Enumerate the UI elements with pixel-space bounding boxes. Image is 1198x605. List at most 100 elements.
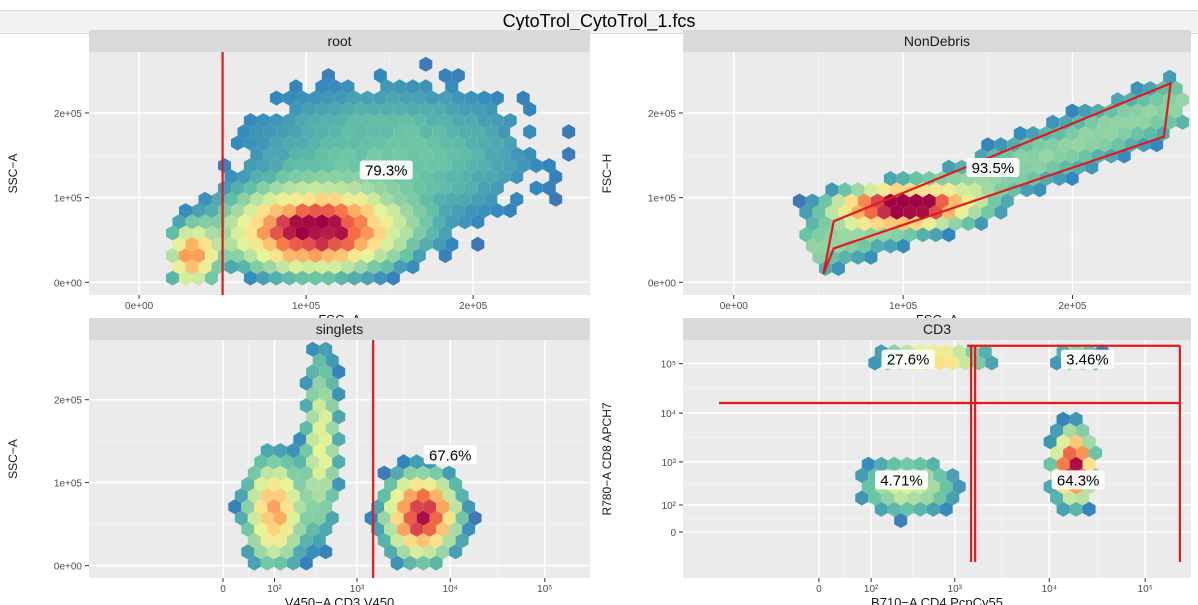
hexbin-cell (393, 79, 407, 95)
hexbin-cell (887, 456, 901, 472)
hexbin-cell (341, 214, 355, 230)
hexbin-cell (319, 431, 333, 447)
hexbin-cell (939, 344, 953, 360)
gate-percentage-label: 3.46% (1066, 352, 1109, 369)
hexbin-cell (926, 479, 940, 495)
hexbin-cell (894, 490, 908, 506)
hexbin-cell (315, 146, 329, 162)
x-tick-label: 10⁴ (443, 584, 458, 595)
hexbin-cell (416, 465, 430, 481)
hexbin-cell (462, 499, 476, 515)
hexbin-cell (328, 169, 342, 185)
hexbin-cell (831, 261, 845, 276)
hexbin-cell (948, 216, 962, 231)
hexbin-cell (445, 169, 459, 185)
hexbin-cell (390, 510, 404, 526)
hexbin-cell (403, 488, 417, 504)
hexbin-cell (458, 191, 472, 207)
hexbin-cell (1130, 103, 1144, 119)
hexbin-cell (289, 191, 303, 207)
hexbin-cell (377, 533, 391, 549)
hexbin-cell (384, 544, 398, 560)
hexbin-cell (874, 501, 888, 517)
hexbin-cell (416, 555, 430, 571)
hexbin-cell (347, 90, 361, 106)
gate-polygon (822, 81, 1173, 275)
hexbin-cell (377, 510, 391, 526)
hexbin-cell (269, 225, 283, 241)
x-tick-label: 10³ (948, 584, 963, 595)
hexbin-cell (211, 214, 225, 230)
hexbin-cell (471, 169, 485, 185)
hexbin-cell (380, 236, 394, 252)
hexbin-cell (250, 191, 264, 207)
hexbin-cell (250, 124, 264, 140)
annotation-background (881, 349, 935, 369)
hexbin-cell (325, 510, 339, 526)
y-tick-label: 1e+05 (54, 194, 83, 205)
hexbin-cell (438, 90, 452, 106)
hexbin-cell (360, 225, 374, 241)
hexbin-cell (247, 555, 261, 571)
hexbin-cell (1091, 126, 1105, 141)
x-tick-label: 0e+00 (125, 301, 154, 312)
hexbin-cell (280, 521, 294, 537)
hexbin-cell (243, 180, 257, 196)
hexbin-cell (286, 533, 300, 549)
hexbin-cell (276, 259, 290, 275)
hexbin-cell (321, 158, 335, 174)
hexbin-cell (325, 398, 339, 414)
hexbin-cell (861, 479, 875, 495)
x-tick-label: 10⁵ (1138, 584, 1153, 595)
hexbin-cell (1050, 355, 1064, 371)
hexbin-cell (263, 146, 277, 162)
hexbin-cell (373, 248, 387, 264)
hexbin-cell (896, 171, 910, 186)
hexbin-cell (319, 386, 333, 402)
hexbin-cell (870, 216, 884, 231)
hexbin-cell (894, 513, 908, 528)
hexbin-cell (423, 521, 437, 537)
hexbin-cell (308, 203, 322, 219)
hexbin-cell (380, 214, 394, 230)
hexbin-cell (315, 169, 329, 185)
hexbin-cell (393, 191, 407, 207)
hexbin-cell (360, 113, 374, 129)
hexbin-cell (179, 203, 192, 219)
hexbin-cell (987, 193, 1001, 209)
hexbin-cell (419, 79, 433, 95)
hexbin-cell (347, 158, 361, 174)
hexbin-cell (367, 236, 381, 252)
hexbin-cell (267, 476, 281, 492)
hexbin-cell (896, 216, 910, 231)
hexbin-cell (377, 488, 391, 504)
hexbin-cell (231, 135, 244, 151)
hexbin-cell (286, 555, 300, 571)
hexbin-cell (1176, 114, 1190, 130)
x-tick-label: 10² (864, 584, 879, 595)
hexbin-cell (306, 544, 320, 560)
hexbin-cell (412, 135, 426, 151)
hexbin-cell (523, 101, 537, 117)
panel-strip (683, 318, 1191, 340)
hexbin-cell (425, 158, 439, 174)
hexbin-cell (302, 101, 316, 117)
hexbin-cell (432, 236, 446, 252)
hexbin-cell (334, 203, 348, 219)
hexbin-cell (451, 203, 465, 219)
hexbin-cell (403, 555, 417, 571)
hexbin-cell (812, 249, 826, 265)
hexbin-cell (968, 204, 982, 220)
hexbin-cell (412, 248, 426, 264)
hexbin-cell (347, 248, 361, 264)
hexbin-cell (477, 113, 491, 129)
hexbin-cell (449, 499, 463, 515)
y-tick-label: 10⁴ (661, 409, 676, 420)
hexbin-cell (241, 476, 255, 492)
hexbin-cell (831, 193, 845, 209)
hexbin-cell (393, 214, 407, 230)
hexbin-cell (347, 113, 361, 129)
hexbin-cell (484, 124, 498, 140)
hexbin-cell (529, 180, 543, 196)
